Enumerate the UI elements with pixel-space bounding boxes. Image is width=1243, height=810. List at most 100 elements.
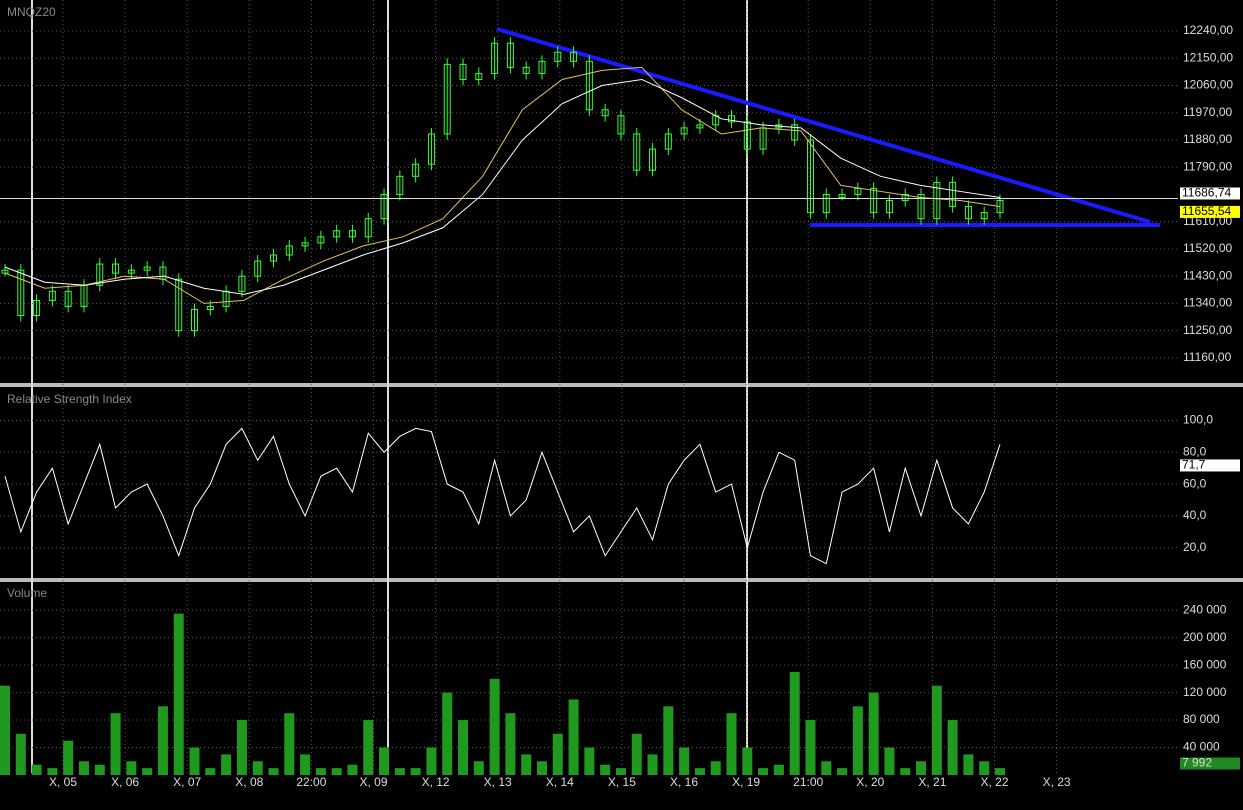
- candle: [112, 263, 120, 274]
- candle: [191, 308, 199, 332]
- y-tick-label: 12240,00: [1183, 23, 1233, 37]
- candle: [96, 263, 104, 286]
- x-tick-label: X, 20: [856, 775, 884, 789]
- volume-bar: [205, 768, 216, 775]
- value-label: 71,7: [1182, 458, 1206, 472]
- y-tick-label: 100,0: [1183, 413, 1213, 427]
- candle: [538, 60, 546, 74]
- y-tick-label: 11520,00: [1183, 241, 1232, 255]
- candle: [901, 193, 909, 202]
- moving-average: [4, 78, 1001, 295]
- x-tick-label: X, 19: [732, 775, 760, 789]
- candle: [348, 230, 356, 238]
- candle: [364, 218, 372, 238]
- candle: [870, 187, 878, 214]
- volume-bar: [805, 720, 816, 775]
- volume-bar: [916, 761, 927, 775]
- candle: [301, 242, 309, 247]
- candle: [933, 181, 941, 220]
- y-tick-label: 11790,00: [1183, 159, 1232, 173]
- candle: [427, 133, 435, 165]
- moving-average: [4, 66, 1001, 304]
- candle: [33, 299, 41, 317]
- volume-bar: [742, 747, 753, 775]
- candle: [1, 269, 9, 274]
- candle: [791, 124, 799, 141]
- candle: [317, 236, 325, 244]
- x-tick-label: X, 07: [173, 775, 201, 789]
- volume-bar: [394, 768, 405, 775]
- candle: [238, 275, 246, 292]
- volume-bar: [631, 733, 642, 775]
- volume-bar: [363, 720, 374, 775]
- candle: [728, 115, 736, 123]
- candle: [491, 42, 499, 74]
- y-tick-label: 160 000: [1183, 657, 1227, 671]
- candle: [475, 72, 483, 80]
- candle: [838, 193, 846, 198]
- candle: [633, 133, 641, 171]
- candle: [412, 163, 420, 177]
- panel-title: Volume: [7, 586, 47, 600]
- volume-bar: [78, 761, 89, 775]
- volume-bar: [615, 768, 626, 775]
- candle: [396, 175, 404, 195]
- rsi-line: [4, 427, 1001, 565]
- x-tick-label: X, 23: [1043, 775, 1071, 789]
- trendline: [496, 27, 1151, 224]
- volume-bar: [600, 764, 611, 775]
- volume-bar: [789, 671, 800, 775]
- volume-bar: [995, 768, 1005, 775]
- x-tick-label: 21:00: [793, 775, 823, 789]
- volume-bar: [63, 740, 74, 775]
- candle: [506, 42, 514, 68]
- volume-bar: [773, 764, 784, 775]
- x-tick-label: X, 13: [484, 775, 512, 789]
- panel-title: Relative Strength Index: [7, 392, 132, 406]
- value-box: [1180, 757, 1240, 770]
- volume-bar: [837, 768, 848, 775]
- value-box: [1180, 205, 1240, 218]
- volume-bar: [142, 768, 153, 775]
- y-tick-label: 40 000: [1183, 740, 1220, 754]
- x-tick-label: X, 21: [918, 775, 946, 789]
- volume-bar: [931, 685, 942, 775]
- volume-bar: [679, 747, 690, 775]
- candle: [680, 127, 688, 135]
- y-tick-label: 11970,00: [1183, 105, 1232, 119]
- volume-bar: [426, 747, 437, 775]
- volume-bar: [568, 699, 579, 775]
- candle: [980, 212, 988, 220]
- volume-bar: [710, 761, 721, 775]
- x-tick-label: X, 15: [608, 775, 636, 789]
- volume-bar: [284, 713, 295, 775]
- volume-bar: [979, 761, 990, 775]
- candle: [917, 193, 925, 220]
- x-tick-label: X, 12: [422, 775, 450, 789]
- candle: [269, 254, 277, 262]
- y-tick-label: 80 000: [1183, 712, 1220, 726]
- volume-bar: [331, 768, 342, 775]
- volume-bar: [268, 768, 279, 775]
- candle: [601, 109, 609, 117]
- x-tick-label: X, 05: [49, 775, 77, 789]
- volume-bar: [900, 768, 911, 775]
- candle: [570, 51, 578, 62]
- y-tick-label: 20,0: [1183, 540, 1207, 554]
- volume-bar: [963, 754, 974, 775]
- candle: [554, 51, 562, 62]
- volume-bar: [852, 706, 863, 775]
- volume-bar: [868, 692, 879, 775]
- candle: [822, 193, 830, 214]
- x-tick-label: X, 16: [670, 775, 698, 789]
- candle: [443, 63, 451, 135]
- volume-bar: [252, 761, 263, 775]
- volume-bar: [410, 768, 421, 775]
- candle: [175, 278, 183, 332]
- y-tick-label: 12150,00: [1183, 50, 1233, 64]
- volume-bar: [821, 761, 832, 775]
- y-tick-label: 11160,00: [1183, 350, 1232, 364]
- candle: [333, 230, 341, 238]
